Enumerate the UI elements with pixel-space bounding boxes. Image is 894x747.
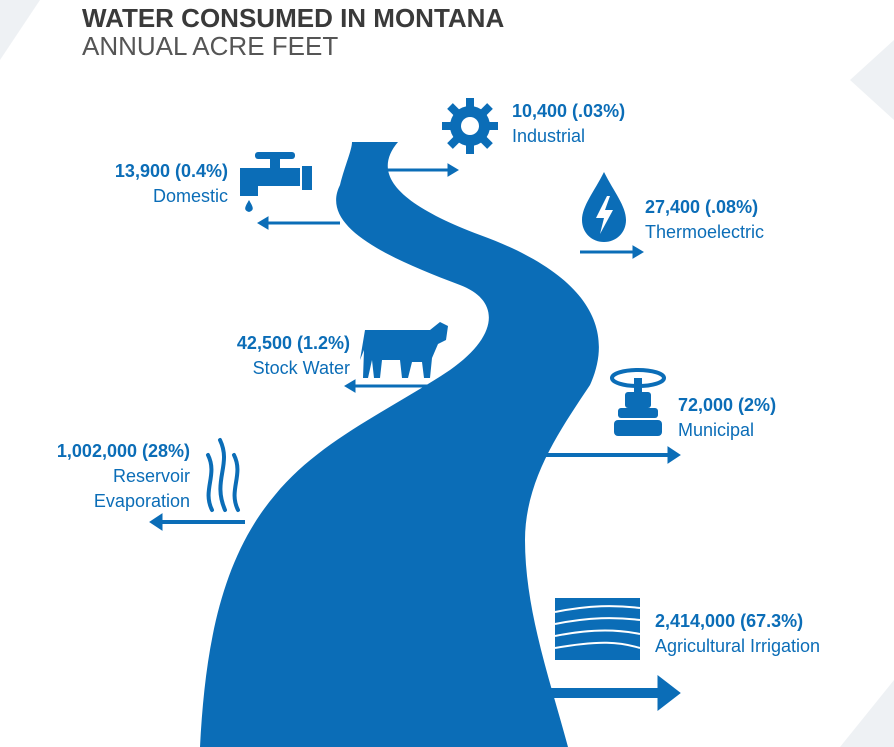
arrows <box>149 163 681 712</box>
title: WATER CONSUMED IN MONTANA <box>82 3 504 33</box>
label: Reservoir <box>113 466 190 486</box>
icons <box>206 98 666 660</box>
arrow-head <box>447 163 459 177</box>
arrow-head <box>667 446 681 464</box>
gear-icon <box>442 98 498 154</box>
figure: 42,500 (1.2%) <box>237 333 350 353</box>
arrow-head <box>632 245 644 259</box>
subtitle: ANNUAL ACRE FEET <box>82 31 338 61</box>
label: Evaporation <box>94 491 190 511</box>
drop-icon <box>582 172 626 242</box>
figure: 10,400 (.03%) <box>512 101 625 121</box>
field-icon <box>554 598 641 660</box>
corner-shape <box>0 0 40 60</box>
faucet-icon <box>240 152 312 212</box>
figure: 27,400 (.08%) <box>645 197 758 217</box>
arrow-head <box>257 216 269 230</box>
steam-icon <box>206 438 240 512</box>
label: Municipal <box>678 420 754 440</box>
label: Domestic <box>153 186 228 206</box>
figure: 1,002,000 (28%) <box>57 441 190 461</box>
arrow-head <box>344 379 356 393</box>
corner-shape <box>840 680 894 747</box>
figure: 2,414,000 (67.3%) <box>655 611 803 631</box>
label: Industrial <box>512 126 585 146</box>
arrow-head <box>657 674 681 712</box>
label: Stock Water <box>253 358 350 378</box>
cow-icon <box>360 322 448 378</box>
corner-shape <box>850 40 894 120</box>
figure: 72,000 (2%) <box>678 395 776 415</box>
label: Thermoelectric <box>645 222 764 242</box>
figure: 13,900 (0.4%) <box>115 161 228 181</box>
valve-icon <box>610 368 666 436</box>
arrow-head <box>149 513 163 531</box>
label: Agricultural Irrigation <box>655 636 820 656</box>
river <box>200 142 599 747</box>
